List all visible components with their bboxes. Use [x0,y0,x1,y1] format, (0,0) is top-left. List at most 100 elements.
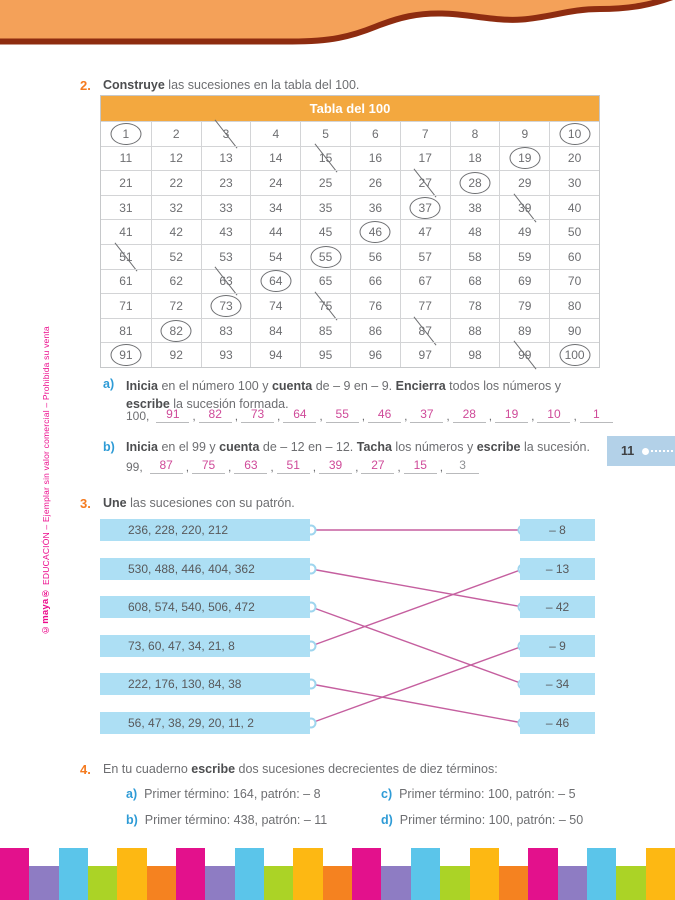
table-cell: 90 [549,317,599,343]
footer-bar [322,866,353,900]
top-wave-decoration [0,0,675,45]
table-cell: 64 [250,268,301,294]
table-cell: 19 [499,145,550,171]
footer-bar [410,848,441,900]
item-label: d) [381,813,393,827]
table-cell: 49 [499,219,550,244]
table-cell: 3 [200,119,251,149]
table-cell: 39 [499,193,550,223]
table-cell: 7 [399,121,450,146]
comma: , [319,409,323,423]
table-cell: 56 [349,243,400,269]
answer-blank: 46 [368,407,402,423]
footer-bar [0,848,30,900]
match-line [310,568,524,608]
badge-dotted-line [651,450,673,452]
footer-bar [88,866,118,900]
sequence-box: 222, 176, 130, 84, 38 [100,673,310,695]
table-cell: 24 [250,170,301,195]
table-cell: 67 [399,268,450,294]
table-cell: 48 [449,219,500,244]
footer-bar [205,866,235,900]
exercise-4-item: a) Primer término: 164, patrón: – 8 [126,787,321,801]
part-b-label: b) [103,440,115,454]
table-cell: 27 [399,168,450,198]
table-cell: 69 [499,268,550,294]
table-cell: 72 [150,293,201,318]
footer-bar [469,848,499,900]
table-cell: 89 [499,317,550,343]
table-cell: 26 [349,170,400,195]
answer-blank: 39 [319,458,353,474]
table-cell: 63 [200,266,251,296]
match-line [310,568,524,647]
comma: , [192,409,196,423]
table-cell: 6 [349,121,400,146]
footer-bar [29,866,59,900]
page-number-badge: 11 [607,436,675,466]
pattern-box: – 8 [520,519,595,541]
table-cell: 82 [150,317,201,343]
table-cell: 84 [250,317,301,343]
footer-bar [264,866,294,900]
table-cell: 1 [101,121,151,146]
page-number: 11 [621,444,635,458]
table-cell: 81 [101,317,151,343]
footer-bar [117,848,147,900]
item-label: a) [126,787,138,801]
hundreds-table-grid: 1 2 3 4 5 6 7 8 9 10 11 12 13 14 15 16 17 18 19 20 21 22 23 24 2… [101,119,599,370]
footer-bar [440,866,470,900]
exercise-4-item: b) Primer término: 438, patrón: – 11 [126,813,327,827]
matching-exercise: 236, 228, 220, 212 530, 488, 446, 404, 36… [100,515,600,743]
table-cell: 59 [499,243,550,269]
table-cell: 98 [449,342,500,367]
answer-blank: 15 [403,458,437,474]
comma: , [404,409,408,423]
exercise-3-instruction: Une las sucesiones con su patrón. [103,496,295,510]
table-cell: 4 [250,121,301,146]
part-b-text: Inicia en el 99 y cuenta de – 12 en – 12… [126,440,590,454]
table-cell: 10 [549,121,599,146]
sequence-box: 56, 47, 38, 29, 20, 11, 2 [100,712,310,734]
table-cell: 97 [399,342,450,367]
answer-blank: 73 [241,407,275,423]
comma: , [277,409,281,423]
comma: , [270,460,274,474]
answer-blank: 87 [149,458,183,474]
table-cell: 34 [250,194,301,220]
footer-bar [645,848,675,900]
table-cell: 42 [150,219,201,244]
table-cell: 86 [349,317,400,343]
answer-blank: 63 [234,458,268,474]
exercise-2-instruction: Construye las sucesiones en la tabla del… [103,78,360,92]
table-cell: 79 [499,293,550,318]
table-cell: 38 [449,194,500,220]
part-a-text: Inicia en el número 100 y cuenta de – 9 … [126,379,562,411]
table-cell: 62 [150,268,201,294]
table-cell: 51 [101,242,151,272]
table-cell: 71 [101,293,151,318]
table-cell: 14 [250,145,301,171]
table-cell: 73 [200,293,251,318]
item-text: Primer término: 438, patrón: – 11 [137,813,328,827]
table-cell: 5 [300,121,350,146]
table-cell: 43 [200,219,251,244]
table-cell: 80 [549,293,599,318]
table-cell: 9 [499,121,550,146]
footer-bar [586,848,617,900]
table-cell: 37 [399,194,450,220]
match-line [310,606,524,685]
comma: , [355,460,359,474]
table-cell: 93 [200,342,251,367]
footer-bar [234,848,265,900]
match-line [310,645,524,724]
comma: , [312,460,317,474]
footer-bar [176,848,206,900]
copyright-sidebar: ©maya® EDUCACIÓN – Ejemplar sin valor co… [40,275,51,635]
answer-blank: 91 [156,407,190,423]
table-cell: 13 [200,145,251,171]
sequence-box: 608, 574, 540, 506, 472 [100,596,310,618]
answer-blank: 51 [276,458,310,474]
table-cell: 11 [101,145,151,171]
comma: , [185,460,190,474]
